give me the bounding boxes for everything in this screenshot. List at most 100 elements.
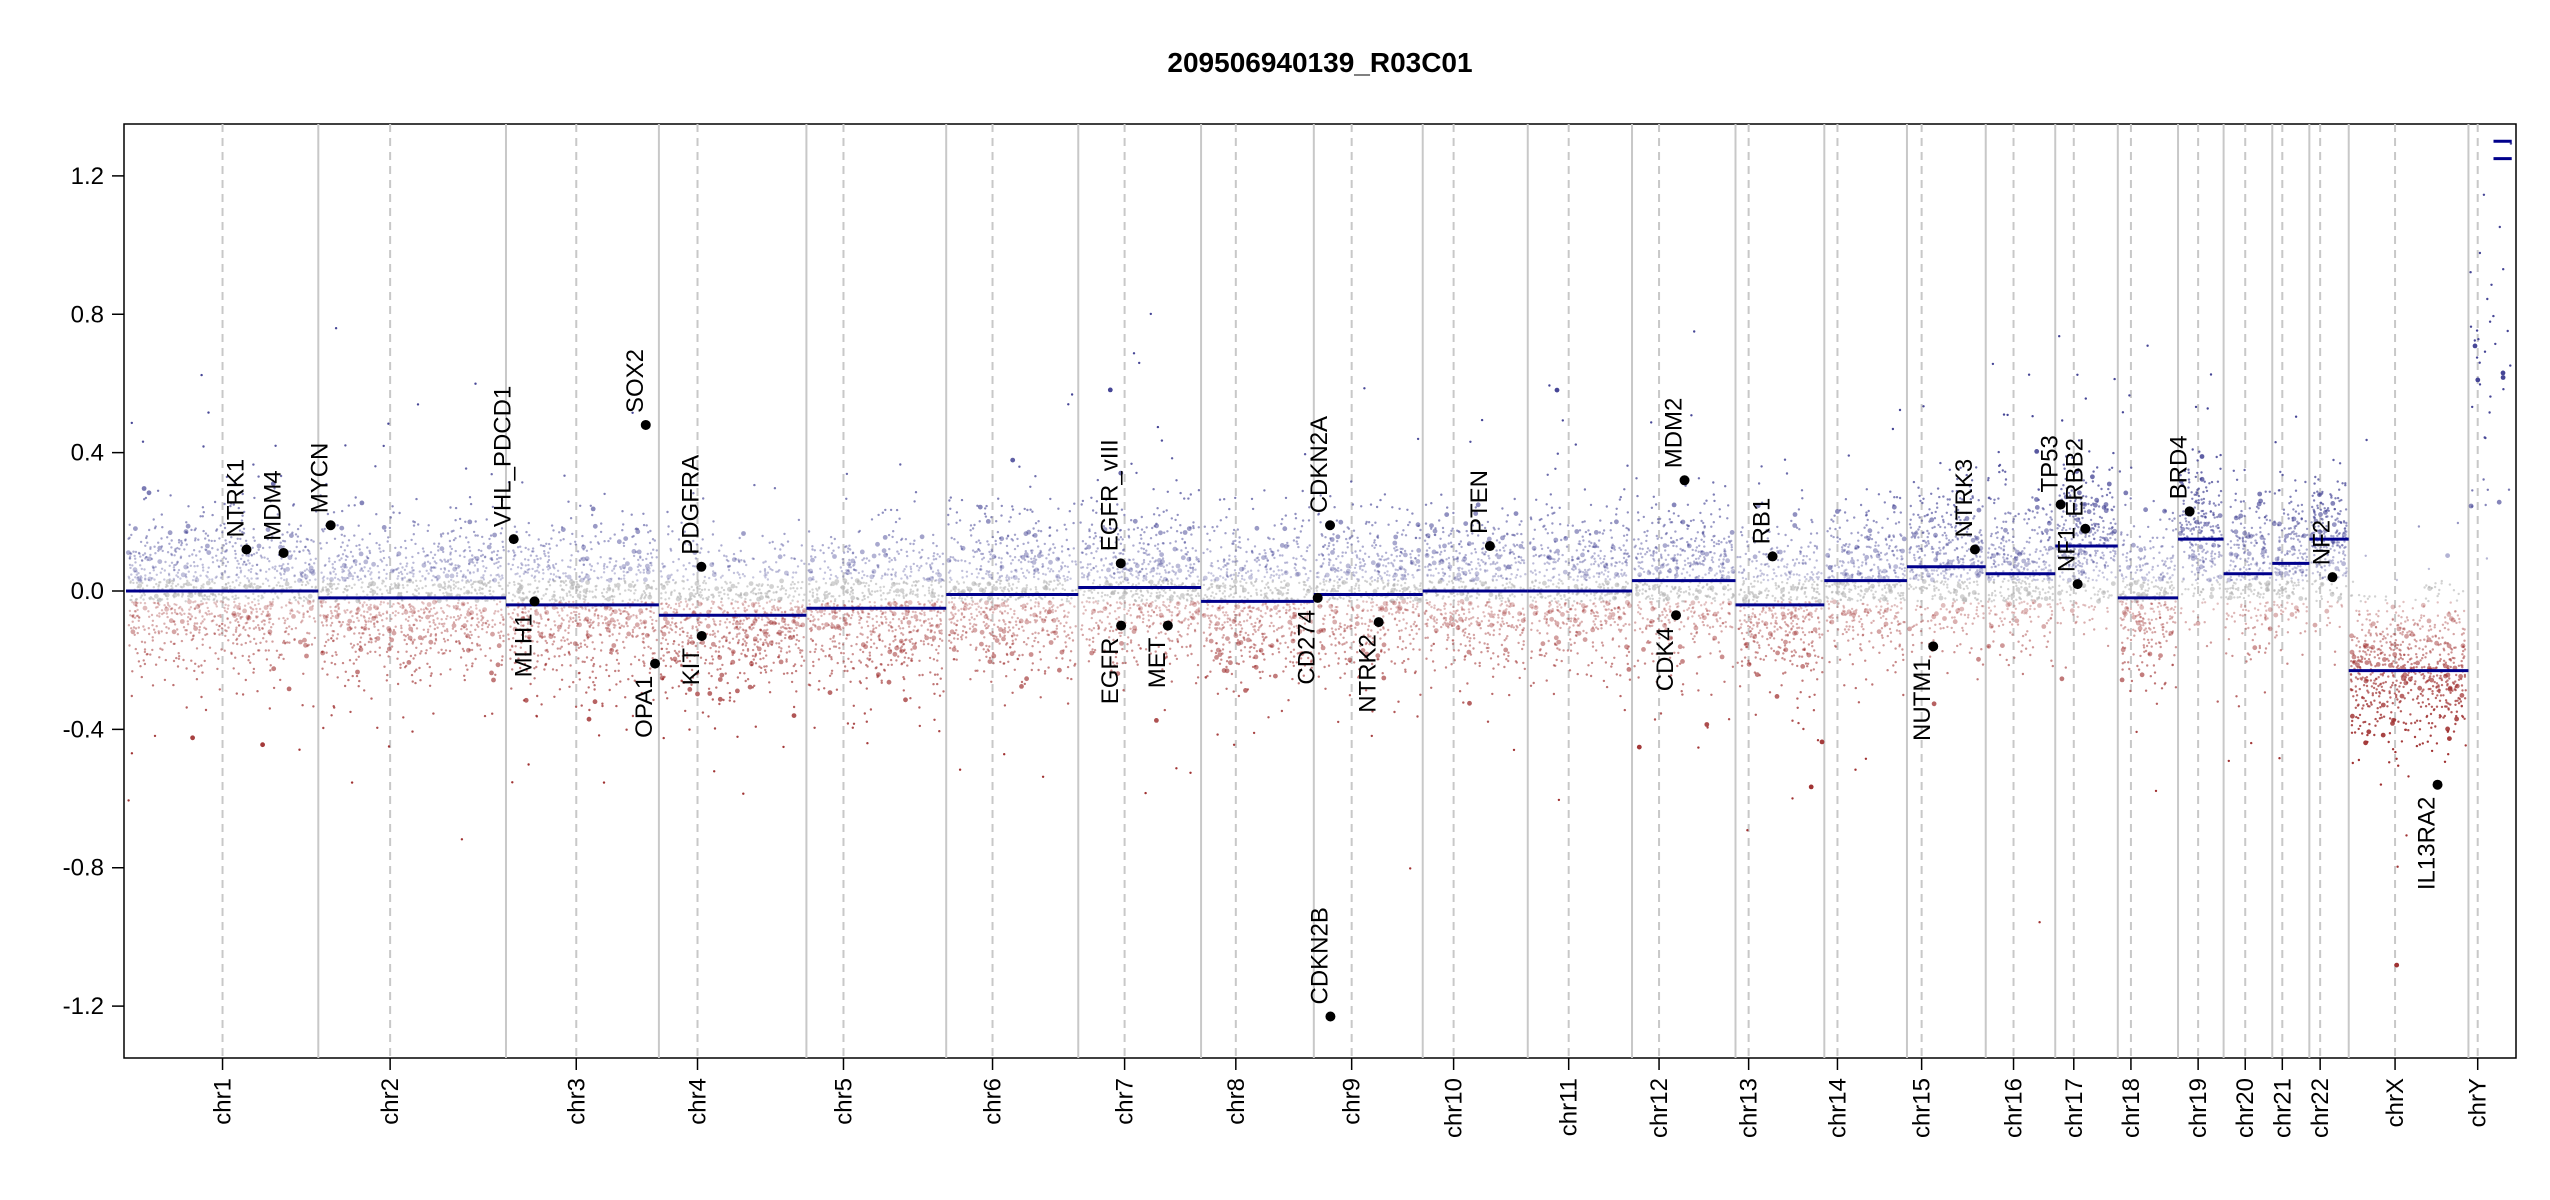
probe-point [202,445,205,448]
probe-point [400,572,404,576]
probe-point [603,567,606,570]
probe-point [807,530,811,533]
probe-point [445,617,448,621]
probe-point [645,567,648,570]
probe-point [837,546,840,549]
probe-point [137,660,141,663]
probe-point [633,655,637,658]
probe-point [725,626,729,629]
probe-point [728,691,732,695]
probe-point [415,619,418,622]
probe-point [151,577,154,580]
probe-point [643,591,647,595]
probe-point [498,600,502,603]
probe-point [814,648,817,651]
probe-point [764,671,768,674]
probe-point [357,606,360,609]
probe-point [757,584,760,588]
probe-point [533,590,537,594]
probe-point [937,581,941,585]
probe-point [284,630,288,633]
probe-point [185,581,191,587]
probe-point [763,665,766,668]
probe-point [727,559,730,563]
probe-point [507,550,510,553]
probe-point [598,633,602,636]
probe-point [883,573,887,576]
probe-point [237,624,241,627]
probe-point [842,626,845,629]
probe-point [327,638,330,642]
probe-point [304,545,307,549]
probe-point [599,530,603,534]
probe-point [540,654,543,657]
probe-point [270,481,276,487]
probe-point [548,566,552,570]
probe-point [234,556,237,560]
probe-point [341,570,344,574]
probe-point [578,597,582,600]
probe-point [285,626,288,630]
probe-point [754,592,757,596]
probe-point [891,568,894,571]
probe-point [500,613,503,617]
probe-point [493,562,496,565]
probe-point [407,635,413,641]
probe-point [436,626,439,629]
probe-point [871,617,874,621]
probe-point [266,604,270,607]
probe-point [212,598,215,602]
probe-point [206,606,209,610]
probe-point [139,575,142,578]
probe-point [549,572,553,576]
probe-point [180,607,183,610]
probe-point [905,616,908,620]
probe-point [363,689,366,692]
probe-point [479,554,483,558]
probe-point [492,532,497,538]
probe-point [838,642,841,645]
probe-point [157,585,160,588]
probe-point [170,584,173,588]
probe-point [173,620,176,623]
probe-point [489,670,494,676]
probe-point [492,590,495,593]
probe-point [866,636,869,639]
probe-point [469,610,474,615]
probe-point [333,567,337,571]
probe-point [143,552,147,555]
probe-point [227,581,230,585]
probe-point [763,574,766,577]
probe-point [165,594,168,597]
probe-point [180,639,184,643]
probe-point [127,575,130,578]
probe-point [322,575,326,578]
probe-point [156,601,160,605]
probe-point [451,627,455,630]
probe-point [603,562,606,566]
probe-point [626,615,631,621]
probe-point [172,579,175,583]
probe-point [888,643,892,646]
probe-point [236,566,239,569]
probe-point [744,679,747,683]
probe-point [760,618,764,621]
probe-point [971,549,975,552]
probe-point [163,578,166,581]
probe-point [650,564,653,567]
probe-point [610,577,613,580]
probe-point [169,640,173,643]
probe-point [918,724,921,728]
probe-point [671,530,674,533]
probe-point [719,576,723,579]
probe-point [143,602,147,605]
probe-point [556,647,559,650]
probe-point [476,617,479,620]
probe-point [931,590,934,593]
probe-point [659,657,663,660]
probe-point [558,531,561,534]
probe-point [440,607,443,610]
probe-point [293,580,297,583]
probe-point [199,587,203,590]
probe-point [196,603,200,606]
